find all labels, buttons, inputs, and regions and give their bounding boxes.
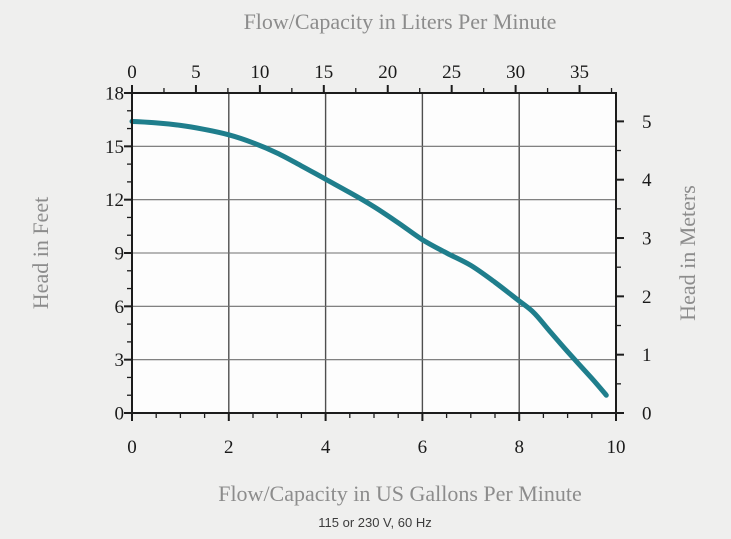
top-tick-label: 30 (506, 62, 525, 83)
curve-layer (129, 118, 609, 398)
right-tick-label: 1 (642, 345, 652, 366)
voltage-frequency-caption: 115 or 230 V, 60 Hz (318, 515, 431, 530)
top-tick-label: 10 (250, 62, 269, 83)
bottom-axis-title: Flow/Capacity in US Gallons Per Minute (218, 481, 582, 506)
bottom-tick-label: 6 (418, 437, 428, 458)
bottom-tick-label: 8 (514, 437, 524, 458)
right-tick-label: 4 (642, 170, 652, 191)
right-tick-label: 5 (642, 112, 652, 133)
axis-ticks (124, 85, 624, 421)
right-tick-label: 2 (642, 287, 652, 308)
top-tick-label: 35 (570, 62, 589, 83)
top-tick-label: 15 (314, 62, 333, 83)
left-tick-label: 0 (115, 404, 125, 425)
gridlines (132, 93, 616, 413)
bottom-tick-label: 2 (224, 437, 234, 458)
bottom-tick-label: 4 (321, 437, 331, 458)
top-tick-label: 20 (378, 62, 397, 83)
left-tick-label: 18 (105, 84, 124, 105)
bottom-tick-label: 10 (607, 437, 626, 458)
pump-performance-curve (129, 118, 609, 398)
right-tick-label: 3 (642, 229, 652, 250)
top-tick-label: 5 (191, 62, 201, 83)
top-axis-title: Flow/Capacity in Liters Per Minute (244, 9, 557, 34)
top-tick-label: 0 (127, 62, 137, 83)
top-tick-label: 25 (442, 62, 461, 83)
left-tick-label: 9 (115, 244, 125, 265)
left-tick-label: 15 (105, 137, 124, 158)
bottom-tick-label: 0 (127, 437, 137, 458)
left-tick-label: 6 (115, 297, 125, 318)
right-axis-title: Head in Meters (675, 185, 700, 321)
left-tick-label: 3 (115, 350, 125, 371)
left-axis-title: Head in Feet (28, 197, 53, 309)
right-tick-label: 0 (642, 404, 652, 425)
left-tick-label: 12 (105, 190, 124, 211)
